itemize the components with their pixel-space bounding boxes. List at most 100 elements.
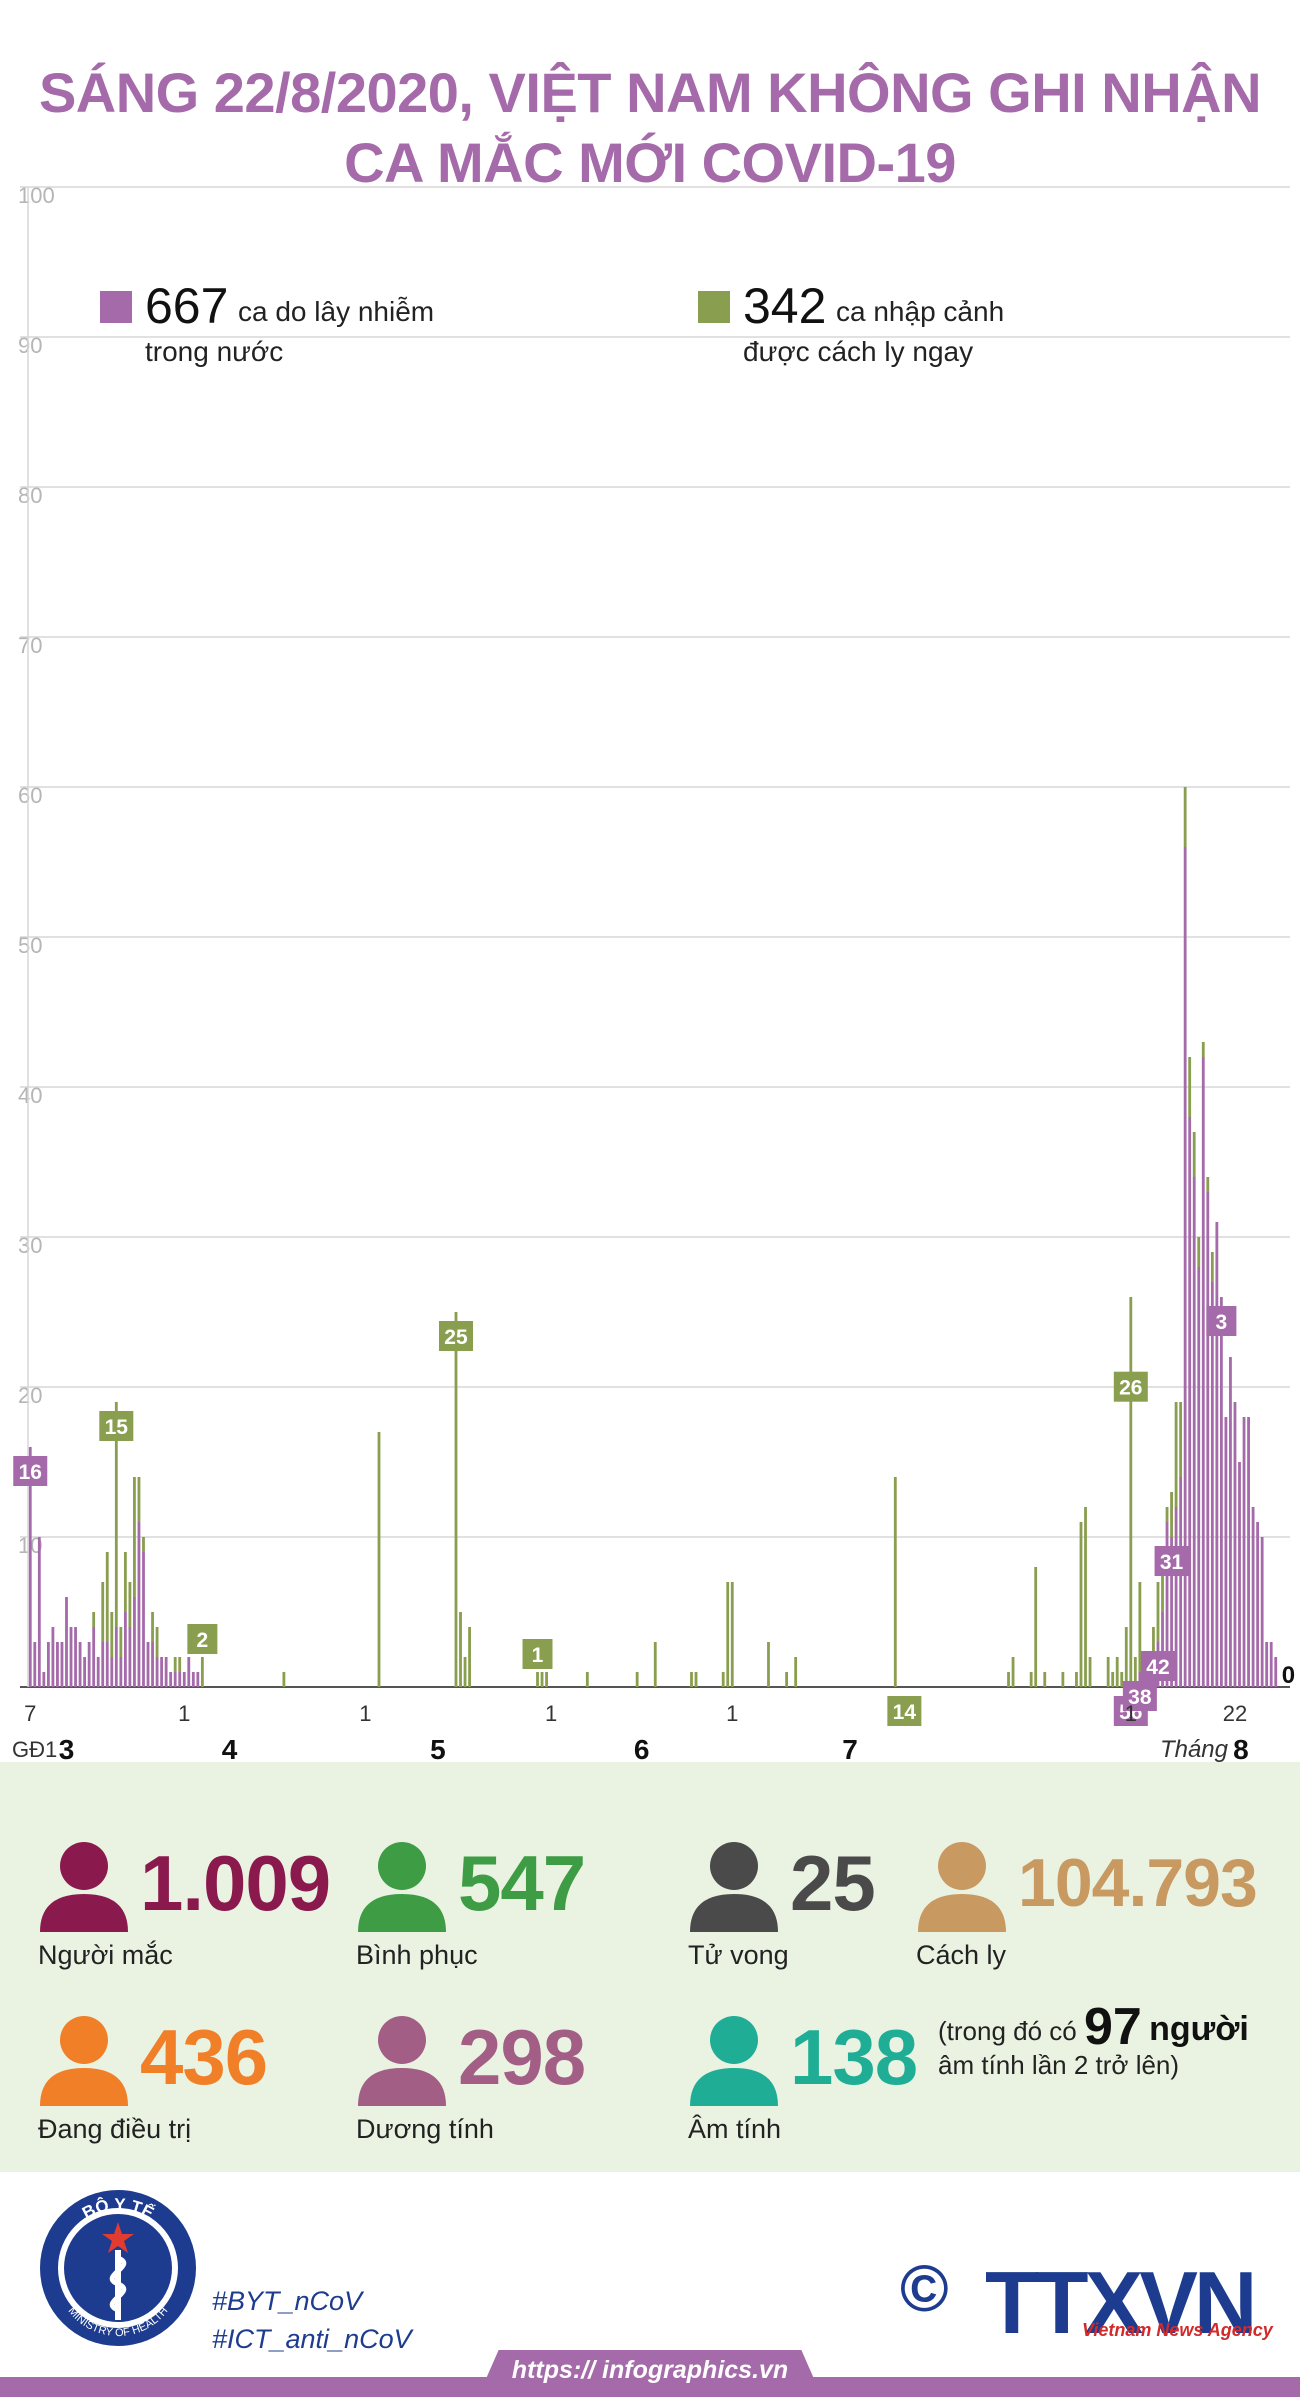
annotation-label: 2 bbox=[197, 1629, 209, 1652]
bar-domestic bbox=[37, 1537, 41, 1687]
copyright-icon: © bbox=[900, 2251, 949, 2325]
y-tick-label: 70 bbox=[18, 633, 42, 658]
bar-imported bbox=[142, 1537, 145, 1552]
bar-domestic bbox=[1233, 1402, 1237, 1687]
bar-imported bbox=[1156, 1582, 1160, 1642]
annotation-box bbox=[1154, 1546, 1189, 1576]
annotation-label: 14 bbox=[893, 1701, 917, 1724]
bar-domestic bbox=[1138, 1672, 1142, 1687]
site-url-link[interactable]: https:// infographics.vn bbox=[511, 2356, 789, 2384]
bar-domestic bbox=[1183, 847, 1187, 1687]
bar-domestic bbox=[1179, 1477, 1183, 1687]
bar-domestic bbox=[105, 1642, 109, 1687]
y-tick-label: 60 bbox=[18, 783, 42, 808]
bar-imported bbox=[173, 1657, 177, 1672]
bar-domestic bbox=[1215, 1222, 1219, 1687]
bar-imported bbox=[151, 1612, 154, 1642]
bar-domestic bbox=[173, 1672, 177, 1687]
bar-imported bbox=[1188, 1057, 1192, 1117]
bar-imported bbox=[690, 1672, 693, 1687]
month-label: 3 bbox=[59, 1734, 75, 1765]
y-tick-label: 100 bbox=[18, 183, 55, 208]
y-tick-label: 90 bbox=[18, 333, 42, 358]
bar-imported bbox=[1152, 1627, 1155, 1672]
bar-domestic bbox=[196, 1672, 200, 1687]
bar-imported bbox=[1197, 1237, 1201, 1267]
note-prefix: (trong đó có bbox=[938, 2016, 1077, 2046]
annotation-label: 1 bbox=[532, 1644, 544, 1667]
bar-imported bbox=[178, 1657, 182, 1672]
legend-text: ca do lây nhiễm bbox=[238, 296, 434, 327]
bar-imported bbox=[540, 1672, 544, 1687]
person-icon bbox=[918, 1842, 1006, 1932]
legend-value: 342 bbox=[743, 278, 826, 334]
bar-imported bbox=[694, 1672, 698, 1687]
month-label: 4 bbox=[222, 1734, 238, 1765]
bar-domestic bbox=[1192, 1177, 1196, 1687]
chart-grid: 102030405060708090100 bbox=[18, 183, 1290, 1688]
bar-domestic bbox=[42, 1672, 46, 1687]
bar-imported bbox=[200, 1657, 204, 1687]
y-tick-label: 30 bbox=[18, 1233, 42, 1258]
bar-domestic bbox=[169, 1672, 173, 1687]
annotation-box bbox=[187, 1624, 218, 1654]
month-label: 6 bbox=[634, 1734, 650, 1765]
annotation-box bbox=[522, 1639, 553, 1669]
bar-imported bbox=[1075, 1672, 1078, 1687]
bar-imported bbox=[1007, 1672, 1010, 1687]
stat-deaths-label: Tử vong bbox=[688, 1940, 789, 1970]
note-number: 97 bbox=[1083, 1998, 1142, 2056]
bar-imported bbox=[1129, 1297, 1133, 1687]
bar-domestic bbox=[1174, 1507, 1178, 1687]
bar-domestic bbox=[56, 1642, 59, 1687]
bar-domestic bbox=[160, 1657, 164, 1687]
bar-domestic bbox=[123, 1612, 127, 1687]
bar-imported bbox=[1170, 1492, 1173, 1537]
bar-domestic bbox=[51, 1627, 55, 1687]
hashtag-byt[interactable]: #BYT_nCoV bbox=[212, 2286, 363, 2316]
person-icon bbox=[690, 2016, 778, 2106]
bar-imported bbox=[128, 1582, 132, 1627]
legend-swatch bbox=[698, 291, 730, 323]
bar-imported bbox=[1106, 1657, 1110, 1687]
x-tick-label: 1 bbox=[726, 1701, 738, 1726]
stat-infected-label: Người mắc bbox=[38, 1940, 173, 1970]
bar-domestic bbox=[28, 1447, 32, 1687]
bar-domestic bbox=[151, 1642, 154, 1687]
stat-negative-value: 138 bbox=[790, 2013, 918, 2101]
bar-domestic bbox=[146, 1642, 150, 1687]
bar-imported bbox=[585, 1672, 589, 1687]
bar-imported bbox=[110, 1612, 114, 1657]
bar-domestic bbox=[33, 1642, 37, 1687]
phase-label: GĐ1 bbox=[12, 1737, 57, 1762]
bar-imported bbox=[92, 1612, 96, 1627]
bar-domestic bbox=[1242, 1417, 1246, 1687]
bar-imported bbox=[1115, 1657, 1119, 1687]
stats-panel bbox=[0, 1762, 1300, 2172]
y-tick-label: 40 bbox=[18, 1083, 42, 1108]
stat-infected-value: 1.009 bbox=[140, 1839, 331, 1927]
legend-text: trong nước bbox=[145, 336, 283, 367]
bar-domestic bbox=[1229, 1357, 1232, 1687]
bar-domestic bbox=[142, 1552, 145, 1687]
bar-imported bbox=[1192, 1132, 1196, 1177]
bar-domestic bbox=[1165, 1522, 1169, 1687]
note-line-2: âm tính lần 2 trở lên) bbox=[938, 2050, 1180, 2080]
bar-imported bbox=[282, 1672, 286, 1687]
bar-domestic bbox=[1256, 1522, 1260, 1687]
bar-imported bbox=[133, 1477, 136, 1597]
stat-treating-value: 436 bbox=[140, 2013, 268, 2101]
bar-imported bbox=[1061, 1672, 1065, 1687]
bar-domestic bbox=[164, 1657, 168, 1687]
bar-imported bbox=[468, 1627, 471, 1687]
bar-imported bbox=[1124, 1627, 1128, 1687]
hashtag-ict[interactable]: #ICT_anti_nCoV bbox=[212, 2324, 412, 2354]
annotation-box bbox=[13, 1456, 48, 1486]
ministry-of-health-logo: BỘ Y TẾ MINISTRY OF HEALTH bbox=[40, 2190, 196, 2346]
bar-imported bbox=[454, 1312, 458, 1687]
url-tab bbox=[478, 2350, 822, 2397]
y-tick-label: 20 bbox=[18, 1383, 42, 1408]
bar-imported bbox=[1079, 1522, 1083, 1687]
